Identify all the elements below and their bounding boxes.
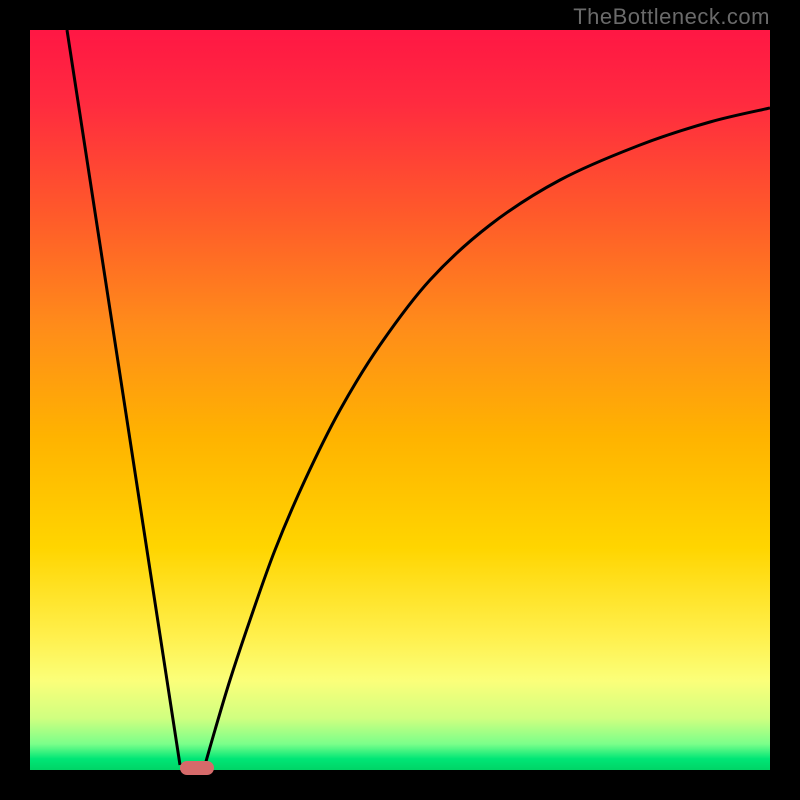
watermark-text: TheBottleneck.com xyxy=(573,4,770,30)
curve-left-segment xyxy=(67,30,180,765)
plot-area xyxy=(30,30,770,770)
curve-layer xyxy=(30,30,770,770)
curve-right-segment xyxy=(205,108,770,765)
minimum-marker xyxy=(180,761,214,775)
chart-container: TheBottleneck.com xyxy=(0,0,800,800)
